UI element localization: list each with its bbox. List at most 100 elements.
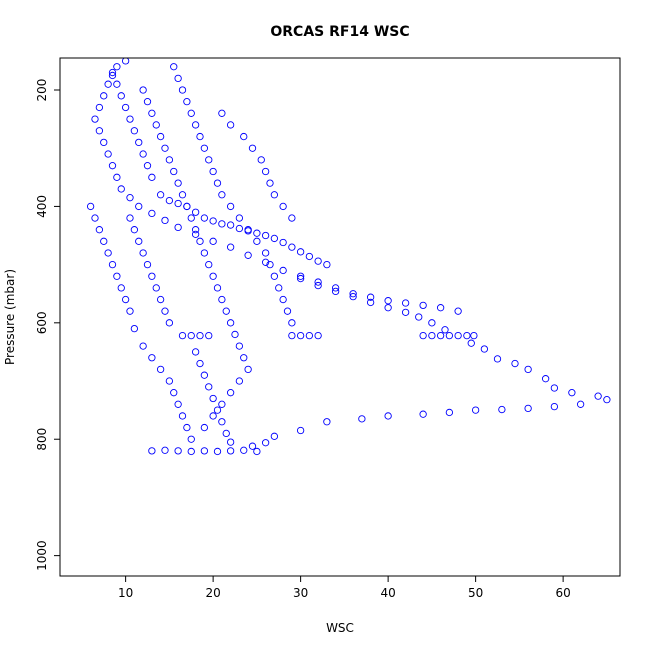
x-tick-label: 10: [118, 586, 133, 600]
data-point: [323, 260, 331, 269]
data-point: [305, 252, 314, 261]
data-point: [139, 342, 147, 350]
data-point: [148, 447, 156, 455]
data-point: [161, 216, 169, 225]
data-point: [445, 408, 454, 417]
data-point: [156, 295, 165, 304]
y-tick-label: 200: [35, 79, 49, 102]
data-point: [366, 293, 375, 301]
data-point: [139, 150, 147, 158]
data-point: [349, 292, 357, 301]
data-point: [524, 365, 532, 374]
data-point: [288, 319, 296, 327]
data-point: [121, 295, 130, 304]
data-point: [174, 179, 182, 187]
y-tick-label: 1000: [35, 540, 49, 571]
data-point: [196, 359, 204, 368]
data-point: [178, 86, 187, 94]
data-point: [275, 284, 283, 292]
data-point: [419, 301, 427, 310]
x-axis-label: WSC: [326, 621, 354, 635]
data-point: [130, 324, 139, 333]
data-point: [156, 365, 165, 374]
data-point: [200, 214, 209, 222]
data-point: [331, 284, 340, 292]
data-point: [296, 248, 305, 256]
data-point: [550, 384, 559, 392]
data-point: [603, 395, 611, 404]
data-point: [187, 331, 195, 340]
data-point: [218, 191, 226, 199]
data-point: [261, 249, 270, 257]
data-point: [226, 319, 235, 327]
data-point: [126, 307, 134, 315]
data-point: [178, 191, 187, 199]
y-tick-label: 600: [35, 311, 49, 334]
data-point: [148, 354, 156, 362]
points-layer: [86, 58, 611, 456]
data-point: [279, 238, 287, 247]
data-point: [568, 389, 576, 397]
data-point: [244, 227, 252, 235]
data-point: [305, 331, 314, 340]
data-point: [104, 150, 112, 158]
data-point: [104, 249, 112, 257]
data-point: [200, 249, 209, 257]
data-point: [170, 63, 178, 71]
data-point: [270, 234, 279, 243]
data-point: [113, 173, 121, 181]
data-point: [296, 274, 305, 283]
data-point: [86, 202, 95, 211]
data-point: [226, 221, 235, 229]
data-point: [261, 231, 270, 240]
data-point: [314, 257, 322, 265]
data-point: [235, 214, 244, 222]
data-point: [270, 272, 279, 280]
data-point: [218, 220, 226, 228]
chart-title: ORCAS RF14 WSC: [270, 24, 409, 40]
data-point: [261, 439, 270, 447]
data-point: [428, 331, 436, 340]
x-tick-label: 60: [555, 586, 570, 600]
data-point: [100, 237, 108, 245]
data-point: [196, 132, 204, 141]
data-point: [235, 342, 244, 350]
data-point: [576, 400, 585, 408]
data-point: [445, 331, 454, 340]
data-point: [358, 415, 366, 423]
data-point: [261, 167, 270, 176]
data-point: [205, 331, 213, 340]
data-point: [226, 121, 235, 129]
data-point: [428, 319, 436, 327]
data-point: [191, 121, 200, 129]
data-point: [135, 138, 143, 147]
data-point: [187, 435, 195, 443]
y-axis-label: Pressure (mbar): [3, 269, 17, 365]
data-point: [384, 304, 392, 312]
data-point: [135, 237, 143, 245]
data-point: [200, 447, 209, 455]
data-point: [253, 447, 261, 456]
data-point: [156, 191, 165, 199]
data-point: [248, 442, 257, 450]
data-point: [436, 304, 445, 312]
data-point: [91, 115, 99, 123]
data-point: [161, 307, 169, 315]
data-point: [130, 127, 139, 135]
data-point: [463, 331, 471, 340]
data-point: [130, 226, 139, 234]
data-point: [170, 389, 178, 397]
data-point: [240, 132, 248, 141]
data-point: [257, 156, 265, 164]
plot-frame: [59, 57, 621, 577]
data-point: [152, 121, 160, 129]
data-point: [266, 260, 274, 269]
data-point: [100, 92, 108, 100]
data-point: [296, 272, 305, 280]
data-point: [121, 103, 130, 112]
data-point: [218, 295, 226, 304]
data-point: [113, 272, 121, 280]
data-point: [178, 412, 187, 420]
data-point: [235, 377, 244, 385]
